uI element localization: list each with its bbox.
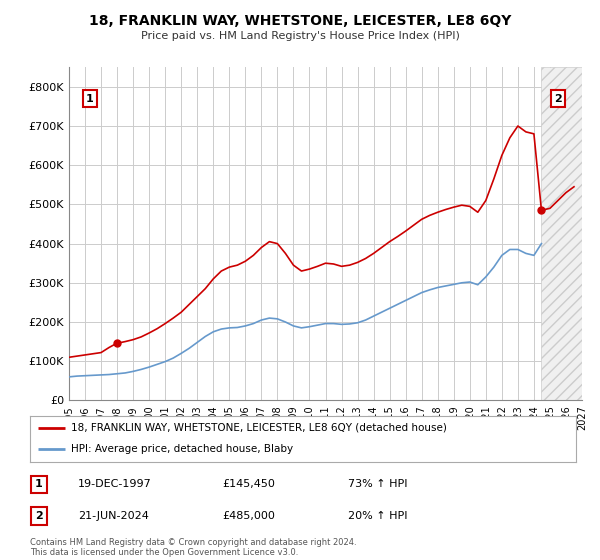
- Text: 21-JUN-2024: 21-JUN-2024: [78, 511, 149, 521]
- Text: 2: 2: [554, 94, 562, 104]
- Text: 73% ↑ HPI: 73% ↑ HPI: [348, 479, 407, 489]
- Text: 2: 2: [35, 511, 43, 521]
- Text: 18, FRANKLIN WAY, WHETSTONE, LEICESTER, LE8 6QY (detached house): 18, FRANKLIN WAY, WHETSTONE, LEICESTER, …: [71, 423, 447, 432]
- Text: 1: 1: [35, 479, 43, 489]
- Text: £485,000: £485,000: [222, 511, 275, 521]
- Text: 20% ↑ HPI: 20% ↑ HPI: [348, 511, 407, 521]
- Text: HPI: Average price, detached house, Blaby: HPI: Average price, detached house, Blab…: [71, 444, 293, 454]
- Text: Contains HM Land Registry data © Crown copyright and database right 2024.
This d: Contains HM Land Registry data © Crown c…: [30, 538, 356, 557]
- Text: 1: 1: [86, 94, 94, 104]
- Text: Price paid vs. HM Land Registry's House Price Index (HPI): Price paid vs. HM Land Registry's House …: [140, 31, 460, 41]
- Text: £145,450: £145,450: [222, 479, 275, 489]
- Text: 19-DEC-1997: 19-DEC-1997: [78, 479, 152, 489]
- Text: 18, FRANKLIN WAY, WHETSTONE, LEICESTER, LE8 6QY: 18, FRANKLIN WAY, WHETSTONE, LEICESTER, …: [89, 14, 511, 28]
- Bar: [541, 67, 582, 400]
